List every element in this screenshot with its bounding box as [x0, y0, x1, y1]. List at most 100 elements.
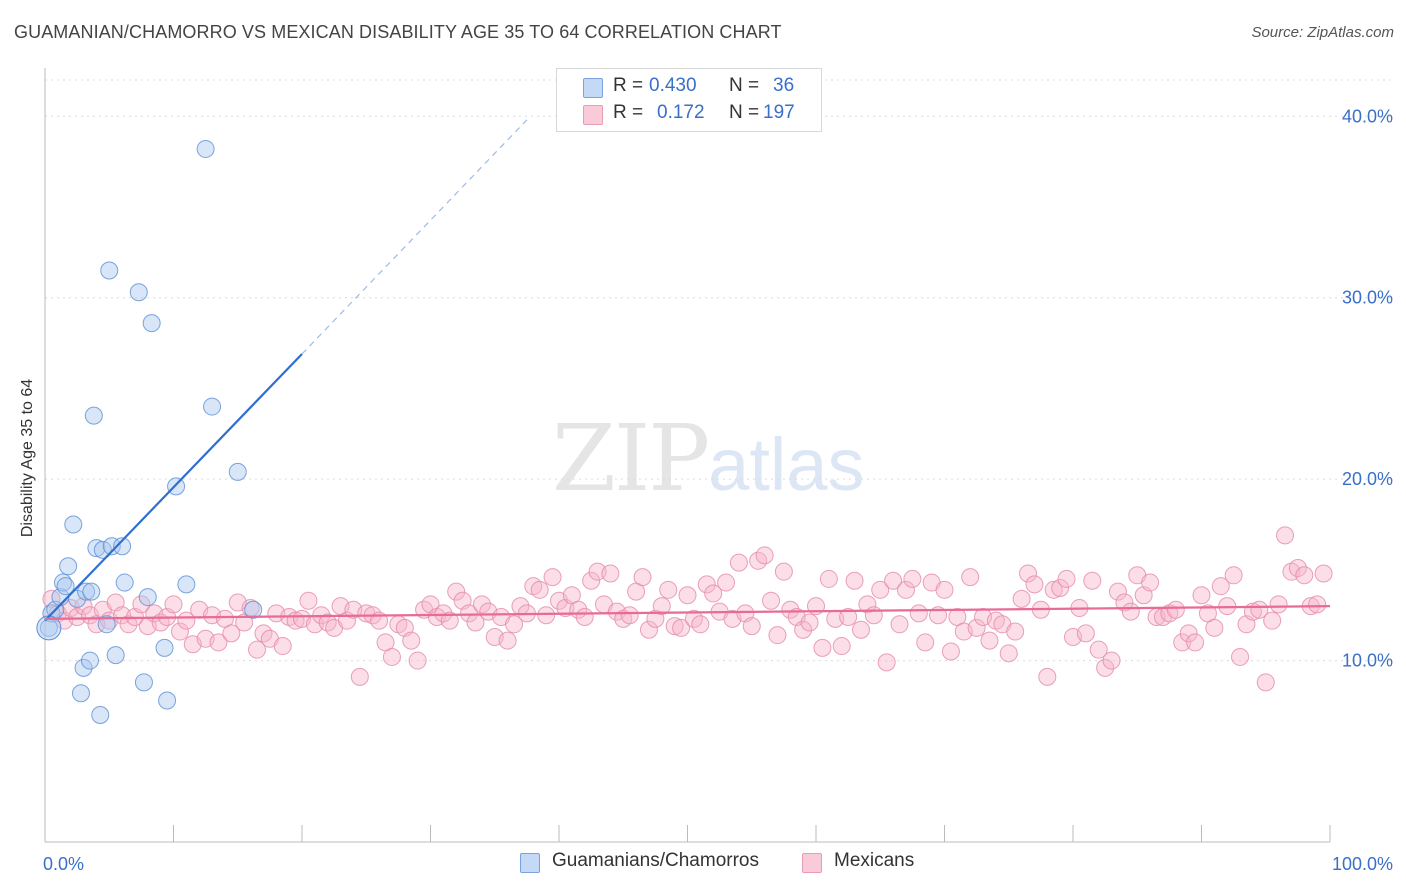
guamanian-point	[203, 397, 222, 416]
watermark: ZIPatlas	[552, 405, 864, 512]
mexican-point	[1192, 586, 1211, 605]
mexican-point	[1006, 622, 1025, 641]
guamanian-point	[77, 582, 96, 601]
mexican-point	[1019, 564, 1038, 583]
guamanian-point	[158, 691, 177, 710]
mexican-point	[909, 604, 928, 623]
mexican-point	[575, 608, 594, 627]
mexican-point	[408, 651, 427, 670]
mexican-point	[132, 595, 151, 614]
mexican-point	[967, 618, 986, 637]
mexican-point	[248, 640, 267, 659]
mexican-point	[961, 568, 980, 587]
mexican-point	[941, 642, 960, 661]
legend-n-label: N =	[729, 102, 760, 123]
mexican-point	[890, 615, 909, 634]
legend-top: R = 0.430 N = 36 R = 0.172 N = 197	[556, 68, 822, 132]
mexican-trend-line	[44, 605, 1331, 620]
mexican-point	[1250, 600, 1269, 619]
mexican-point	[472, 595, 491, 614]
mexican-point	[896, 580, 915, 599]
mexican-point	[851, 620, 870, 639]
mexican-point	[1083, 571, 1102, 590]
guamanian-point	[59, 557, 78, 576]
mexican-point	[350, 667, 369, 686]
mexican-point	[1205, 618, 1224, 637]
legend-r-label: R =	[613, 102, 644, 123]
mexican-point	[762, 591, 781, 610]
mexican-point	[582, 571, 601, 590]
guamanian-point	[97, 615, 116, 634]
watermark-atlas: atlas	[708, 423, 865, 506]
legend-swatch-mexican	[802, 853, 822, 873]
mexican-point	[543, 568, 562, 587]
mexican-point	[498, 631, 517, 650]
guamanian-point	[82, 582, 101, 601]
legend-swatch-guamanian	[583, 78, 603, 98]
y-tick-label: 10.0%	[1342, 651, 1393, 671]
mexican-point	[164, 595, 183, 614]
mexican-point	[1038, 667, 1057, 686]
mexican-point	[717, 573, 736, 592]
guamanian-point	[100, 261, 119, 280]
mexican-point	[1121, 602, 1140, 621]
mexican-point	[652, 597, 671, 616]
mexican-point	[1179, 624, 1198, 643]
mexican-point	[916, 633, 935, 652]
mexican-point	[440, 611, 459, 630]
legend-swatch-guamanian	[520, 853, 540, 873]
mexican-point	[620, 606, 639, 625]
mexican-point	[678, 586, 697, 605]
legend-n-value: 197	[763, 102, 795, 123]
source-label: Source: ZipAtlas.com	[1251, 24, 1394, 41]
mexican-point	[704, 584, 723, 603]
mexican-point	[382, 647, 401, 666]
y-tick-label: 40.0%	[1342, 106, 1393, 126]
mexican-point	[755, 546, 774, 565]
legend-label-mexican: Mexicans	[834, 850, 915, 871]
mexican-point	[1096, 658, 1115, 677]
mexican-point	[794, 620, 813, 639]
mexican-point	[633, 568, 652, 587]
mexican-point	[460, 604, 479, 623]
legend-label-guamanian: Guamanians/Chamorros	[552, 850, 759, 871]
mexican-point	[935, 580, 954, 599]
mexican-point	[1295, 566, 1314, 585]
mexican-point	[537, 606, 556, 625]
mexican-point	[864, 606, 883, 625]
mexican-point	[903, 569, 922, 588]
y-tick-label: 30.0%	[1342, 288, 1393, 308]
guamanian-point	[244, 600, 263, 619]
guamanian-point	[64, 515, 83, 534]
mexican-point	[1076, 624, 1095, 643]
guamanian-point	[138, 588, 157, 607]
mexican-point	[222, 624, 241, 643]
guamanian-point	[56, 577, 75, 596]
mexican-point	[74, 597, 93, 616]
mexican-point	[170, 622, 189, 641]
guamanian-point	[113, 537, 132, 556]
mexican-point	[877, 653, 896, 672]
y-axis-label: Disability Age 35 to 64	[19, 378, 36, 538]
guamanian-point	[177, 575, 196, 594]
guamanian-point	[142, 314, 161, 333]
mexican-point	[1288, 559, 1307, 578]
mexican-point	[1012, 589, 1031, 608]
guamanian-point	[115, 573, 134, 592]
legend-r-value: 0.172	[657, 102, 705, 123]
mexican-point	[1231, 647, 1250, 666]
guamanian-point	[91, 706, 110, 724]
mexican-point	[665, 617, 684, 636]
guamanian-point	[87, 539, 106, 558]
watermark-zip: ZIP	[552, 405, 710, 512]
mexican-point	[1115, 593, 1134, 612]
guamanian-point	[196, 139, 215, 158]
mexican-point	[1276, 526, 1295, 545]
mexican-point	[1314, 564, 1333, 583]
guamanian-point	[228, 462, 247, 481]
mexican-point	[299, 591, 318, 610]
mexican-point	[845, 571, 864, 590]
guamanian-point	[155, 638, 174, 657]
mexican-point	[781, 600, 800, 619]
x-tick-label: 100.0%	[1332, 854, 1393, 874]
